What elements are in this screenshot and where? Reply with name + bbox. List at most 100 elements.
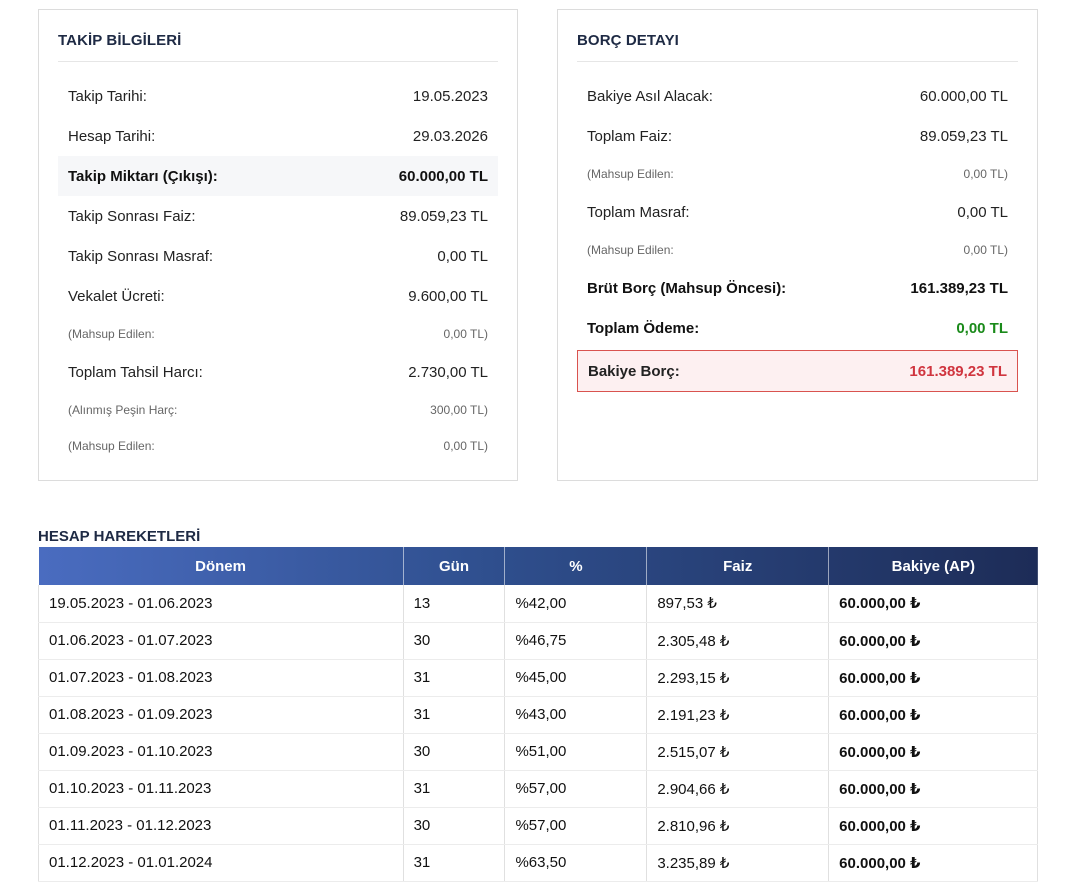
table-row: 01.10.2023 - 01.11.2023 31 %57,00 2.904,…	[38, 770, 1038, 808]
cell-gun: 13	[403, 585, 506, 623]
column-header-bakiye: Bakiye (AP)	[891, 557, 976, 575]
cell-faiz: 2.515,07 ₺	[646, 733, 830, 771]
faiz-mahsup-row: (Mahsup Edilen: 0,00 TL)	[577, 156, 1018, 192]
table-row: 01.12.2023 - 01.01.2024 31 %63,50 3.235,…	[38, 844, 1038, 882]
column-header-donem: Dönem	[38, 547, 404, 585]
cell-donem: 01.09.2023 - 01.10.2023	[38, 733, 404, 771]
row-value: 0,00 TL	[437, 247, 488, 265]
row-label: Takip Tarihi:	[68, 87, 147, 105]
cell-bakiye: 60.000,00 ₺	[828, 733, 1038, 771]
row-label: Takip Miktarı (Çıkışı):	[68, 167, 218, 185]
cell-gun: 30	[403, 733, 506, 771]
takip-bilgileri-list: Takip Tarihi: 19.05.2023 Hesap Tarihi: 2…	[58, 76, 498, 464]
cell-donem: 19.05.2023 - 01.06.2023	[38, 585, 404, 623]
row-value: 161.389,23 TL	[910, 279, 1008, 297]
row-label: (Alınmış Peşin Harç:	[68, 403, 178, 417]
cell-yuzde: %42,00	[504, 585, 648, 623]
cell-faiz: 2.191,23 ₺	[646, 696, 830, 734]
row-label: Toplam Ödeme:	[587, 319, 700, 337]
takip-miktari-row: Takip Miktarı (Çıkışı): 60.000,00 TL	[58, 156, 498, 196]
cell-donem: 01.07.2023 - 01.08.2023	[38, 659, 404, 697]
cell-donem: 01.10.2023 - 01.11.2023	[38, 770, 404, 808]
cell-yuzde: %46,75	[504, 622, 648, 660]
row-label: (Mahsup Edilen:	[587, 167, 674, 181]
borc-detayi-title: BORÇ DETAYI	[577, 32, 1018, 62]
cell-bakiye: 60.000,00 ₺	[828, 807, 1038, 845]
cell-faiz: 2.293,15 ₺	[646, 659, 830, 697]
row-label: Takip Sonrası Masraf:	[68, 247, 214, 265]
row-label: Brüt Borç (Mahsup Öncesi):	[587, 279, 787, 297]
cell-bakiye: 60.000,00 ₺	[828, 844, 1038, 882]
cell-yuzde: %51,00	[504, 733, 648, 771]
harc-mahsup-row: (Mahsup Edilen: 0,00 TL)	[58, 428, 498, 464]
toplam-odeme-row: Toplam Ödeme: 0,00 TL	[577, 308, 1018, 348]
row-label: (Mahsup Edilen:	[587, 243, 674, 257]
cell-bakiye: 60.000,00 ₺	[828, 770, 1038, 808]
cell-donem: 01.08.2023 - 01.09.2023	[38, 696, 404, 734]
row-label: Hesap Tarihi:	[68, 127, 156, 145]
toplam-masraf-row: Toplam Masraf: 0,00 TL	[577, 192, 1018, 232]
takip-sonrasi-masraf-row: Takip Sonrası Masraf: 0,00 TL	[58, 236, 498, 276]
row-value: 60.000,00 TL	[398, 167, 488, 185]
column-header-gun: Gün	[403, 547, 506, 585]
vekalet-mahsup-row: (Mahsup Edilen: 0,00 TL)	[58, 316, 498, 352]
row-value: 0,00 TL)	[443, 439, 488, 453]
cell-yuzde: %63,50	[504, 844, 648, 882]
column-header-faiz: Faiz	[646, 547, 830, 585]
cell-yuzde: %45,00	[504, 659, 648, 697]
cell-faiz: 2.810,96 ₺	[646, 807, 830, 845]
cell-gun: 30	[403, 807, 506, 845]
row-value: 0,00 TL)	[963, 243, 1008, 257]
takip-sonrasi-faiz-row: Takip Sonrası Faiz: 89.059,23 TL	[58, 196, 498, 236]
cell-yuzde: %57,00	[504, 807, 648, 845]
cell-gun: 31	[403, 659, 506, 697]
row-label: Bakiye Asıl Alacak:	[587, 87, 713, 105]
row-value: 89.059,23 TL	[399, 207, 488, 225]
cell-donem: 01.12.2023 - 01.01.2024	[38, 844, 404, 882]
borc-detayi-list: Bakiye Asıl Alacak: 60.000,00 TL Toplam …	[577, 76, 1018, 392]
row-value: 60.000,00 TL	[919, 87, 1008, 105]
cell-gun: 31	[403, 770, 506, 808]
row-label: Takip Sonrası Faiz:	[68, 207, 196, 225]
cell-yuzde: %57,00	[504, 770, 648, 808]
row-value: 0,00 TL	[956, 319, 1008, 337]
cell-gun: 30	[403, 622, 506, 660]
row-label: Toplam Tahsil Harcı:	[68, 363, 203, 381]
table-row: 19.05.2023 - 01.06.2023 13 %42,00 897,53…	[38, 585, 1038, 623]
row-value: 2.730,00 TL	[408, 363, 488, 381]
row-value: 0,00 TL)	[963, 167, 1008, 181]
row-value: 0,00 TL	[957, 203, 1008, 221]
column-header-yuzde: %	[504, 547, 648, 585]
toplam-faiz-row: Toplam Faiz: 89.059,23 TL	[577, 116, 1018, 156]
cell-donem: 01.06.2023 - 01.07.2023	[38, 622, 404, 660]
cell-bakiye: 60.000,00 ₺	[828, 696, 1038, 734]
row-value: 0,00 TL)	[443, 327, 488, 341]
table-row: 01.07.2023 - 01.08.2023 31 %45,00 2.293,…	[38, 659, 1038, 697]
brut-borc-row: Brüt Borç (Mahsup Öncesi): 161.389,23 TL	[577, 268, 1018, 308]
bakiye-borc-box: Bakiye Borç: 161.389,23 TL	[577, 350, 1018, 392]
masraf-mahsup-row: (Mahsup Edilen: 0,00 TL)	[577, 232, 1018, 268]
table-header-row: Dönem Gün % Faiz Bakiye (AP)	[38, 547, 1038, 585]
hesap-tarihi-row: Hesap Tarihi: 29.03.2026	[58, 116, 498, 156]
table-row: 01.06.2023 - 01.07.2023 30 %46,75 2.305,…	[38, 622, 1038, 660]
takip-tarihi-row: Takip Tarihi: 19.05.2023	[58, 76, 498, 116]
row-label: (Mahsup Edilen:	[68, 327, 155, 341]
row-value: 9.600,00 TL	[408, 287, 488, 305]
pesin-harc-row: (Alınmış Peşin Harç: 300,00 TL)	[58, 392, 498, 428]
takip-bilgileri-title: TAKİP BİLGİLERİ	[58, 32, 498, 62]
row-label: Bakiye Borç:	[588, 362, 680, 380]
cell-donem: 01.11.2023 - 01.12.2023	[38, 807, 404, 845]
cell-bakiye: 60.000,00 ₺	[828, 585, 1038, 623]
row-value: 300,00 TL)	[430, 403, 488, 417]
cell-bakiye: 60.000,00 ₺	[828, 659, 1038, 697]
borc-detayi-panel: BORÇ DETAYI Bakiye Asıl Alacak: 60.000,0…	[557, 9, 1038, 481]
table-row: 01.11.2023 - 01.12.2023 30 %57,00 2.810,…	[38, 807, 1038, 845]
row-value: 161.389,23 TL	[909, 362, 1007, 380]
cell-gun: 31	[403, 844, 506, 882]
table-row: 01.08.2023 - 01.09.2023 31 %43,00 2.191,…	[38, 696, 1038, 734]
cell-faiz: 2.305,48 ₺	[646, 622, 830, 660]
cell-bakiye: 60.000,00 ₺	[828, 622, 1038, 660]
table-row: 01.09.2023 - 01.10.2023 30 %51,00 2.515,…	[38, 733, 1038, 771]
cell-faiz: 897,53 ₺	[646, 585, 830, 623]
row-label: Toplam Masraf:	[587, 203, 690, 221]
